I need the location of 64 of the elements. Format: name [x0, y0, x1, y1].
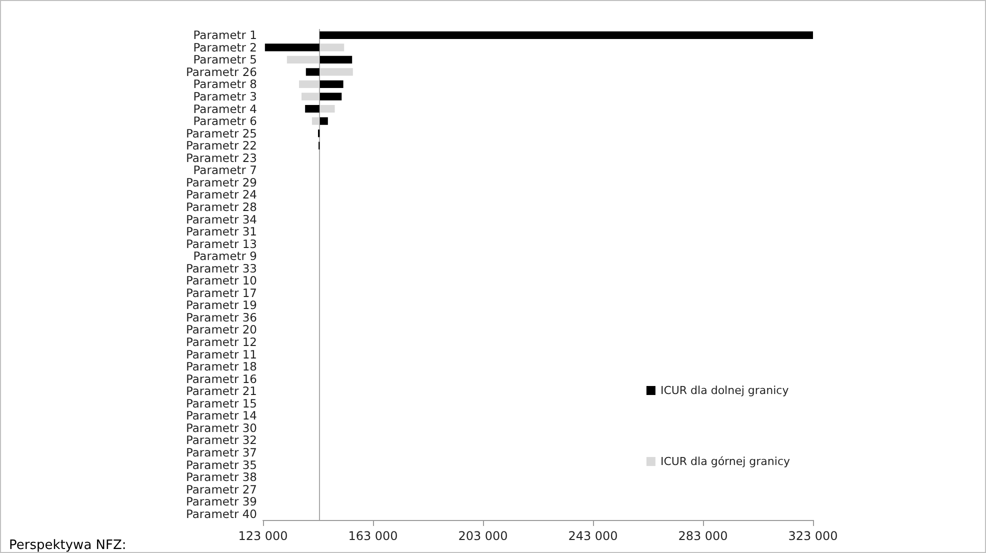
bar — [320, 104, 335, 113]
y-tick-label: Parametr 14 — [186, 408, 257, 423]
text: Perspektywa NFZ: — [9, 538, 126, 553]
bar — [264, 44, 320, 52]
x-tick-label: 163 000 — [348, 529, 398, 543]
y-tick-label: Parametr 39 — [186, 494, 257, 509]
y-tick-label: Parametr 38 — [186, 470, 257, 484]
y-tick-label: Parametr 13 — [186, 236, 257, 251]
bar — [320, 117, 328, 125]
y-tick-label: Parametr 25 — [186, 126, 257, 140]
y-tick-label: Parametr 7 — [193, 163, 257, 178]
x-tick-label: 283 000 — [678, 529, 728, 543]
y-tick-label: Parametr 37 — [186, 445, 257, 460]
bar — [299, 80, 320, 88]
y-tick-label: Parametr 10 — [186, 274, 257, 288]
bar — [302, 92, 320, 100]
y-tick-label: Parametr 12 — [186, 335, 257, 350]
y-tick-label: Parametr 8 — [193, 77, 257, 92]
bar — [320, 31, 813, 39]
y-tick-label: Parametr 2 — [193, 40, 257, 54]
x-tick-label: 243 000 — [568, 529, 618, 543]
y-tick-label: Parametr 9 — [193, 249, 257, 264]
y-tick-label: Parametr 35 — [186, 458, 257, 472]
y-tick-label: Parametr 23 — [186, 150, 257, 165]
y-tick-label: Parametr 20 — [186, 322, 257, 337]
x-tick-label: 323 000 — [788, 529, 838, 543]
y-tick-label: Parametr 22 — [186, 138, 257, 153]
bar — [320, 44, 344, 52]
y-tick-label: Parametr 11 — [186, 347, 257, 362]
y-tick-label: Parametr 19 — [186, 298, 257, 312]
bar — [306, 68, 320, 76]
x-tick-label: 123 000 — [238, 529, 288, 543]
y-tick-label: Parametr 6 — [193, 114, 257, 128]
bar — [320, 68, 353, 76]
y-tick-label: Parametr 31 — [186, 224, 257, 239]
y-tick-label: Parametr 27 — [186, 482, 257, 496]
y-tick-label: Parametr 15 — [186, 396, 257, 410]
y-tick-label: Parametr 18 — [186, 360, 257, 374]
y-tick-label: Parametr 4 — [193, 102, 257, 116]
x-tick-label: 203 000 — [458, 529, 508, 543]
legend-label: ICUR dla górnej granicy — [660, 455, 790, 468]
y-tick-label: Parametr 30 — [186, 420, 257, 435]
y-tick-label: Parametr 28 — [186, 200, 257, 214]
y-tick-label: Parametr 34 — [186, 212, 257, 226]
legend-label: ICUR dla dolnej granicy — [660, 384, 790, 397]
bar — [286, 56, 320, 64]
y-tick-label: Parametr 16 — [186, 372, 257, 386]
bar — [320, 56, 352, 64]
y-tick-label: Parametr 3 — [193, 90, 257, 104]
bar — [305, 104, 320, 113]
y-tick-label: Parametr 29 — [186, 175, 257, 190]
y-tick-label: Parametr 17 — [186, 286, 257, 300]
y-tick-label: Parametr 33 — [186, 261, 257, 276]
bar — [320, 92, 342, 100]
y-tick-label: Parametr 1 — [193, 28, 257, 42]
y-tick-label: Parametr 36 — [186, 310, 257, 324]
y-tick-label: Parametr 26 — [186, 64, 257, 79]
y-tick-label: Parametr 21 — [186, 384, 257, 398]
y-tick-label: Parametr 24 — [186, 188, 257, 202]
y-tick-label: Parametr 5 — [193, 52, 257, 67]
y-tick-label: Parametr 40 — [186, 506, 257, 521]
bar — [320, 80, 344, 88]
y-tick-label: Parametr 32 — [186, 433, 257, 448]
bar — [312, 117, 320, 125]
